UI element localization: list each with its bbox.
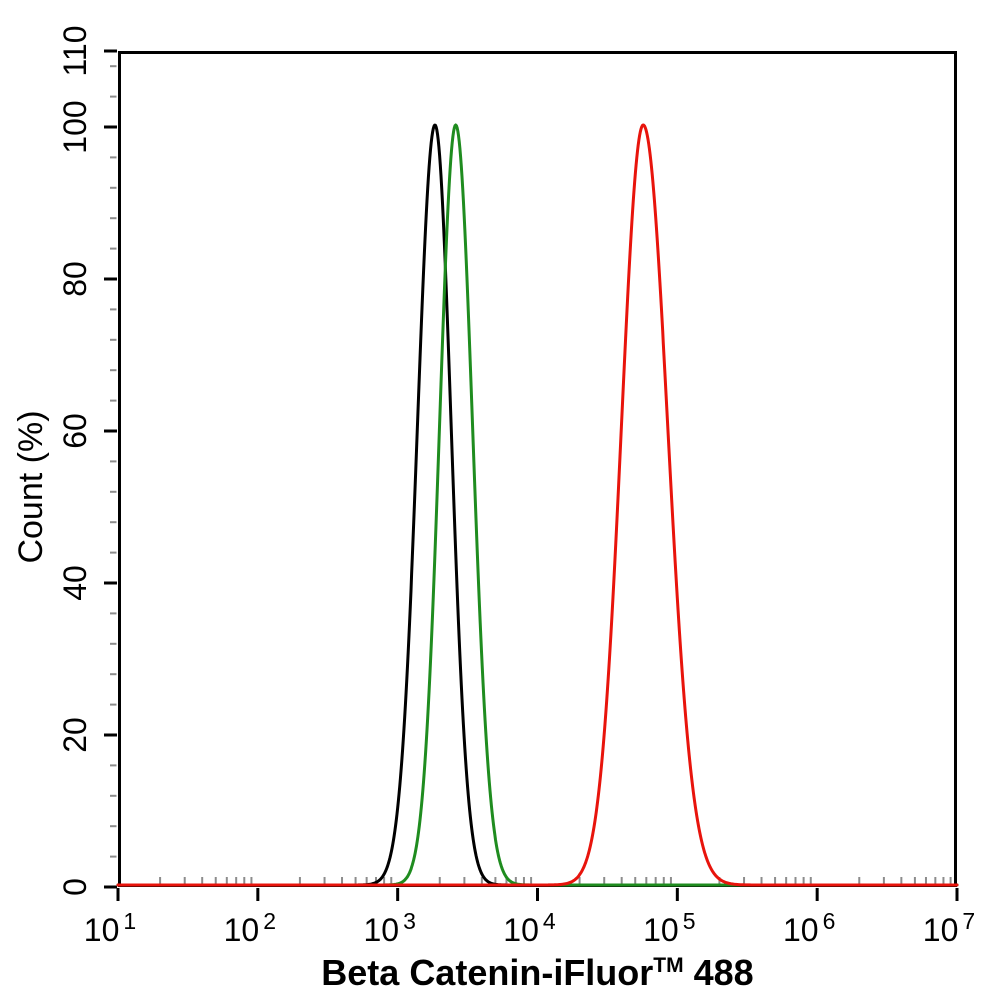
y-tick-label: 20 <box>57 717 93 753</box>
y-axis-tick-labels: 0 20 40 60 80 100 110 <box>57 25 93 895</box>
x-tick-label: 10 6 <box>783 908 835 948</box>
y-tick-label: 80 <box>57 261 93 297</box>
y-axis-major-ticks <box>104 49 117 889</box>
curve-green <box>116 123 959 887</box>
x-tick-label: 10 7 <box>923 908 975 948</box>
x-tick-label: 10 1 <box>84 908 136 948</box>
curve-red <box>116 123 959 887</box>
plot-frame-rect <box>118 51 957 887</box>
x-tick-label: 10 5 <box>643 908 695 948</box>
y-tick-label: 60 <box>57 413 93 449</box>
x-axis-tick-labels: 10 1 10 2 10 3 10 4 10 5 10 6 10 7 <box>84 908 975 948</box>
y-axis-title: Count (%) <box>12 410 50 563</box>
plot-frame <box>118 51 957 887</box>
y-tick-label: 0 <box>57 878 93 896</box>
x-tick-label: 10 2 <box>224 908 276 948</box>
x-axis-title: Beta Catenin-iFluorTM 488 <box>321 952 753 993</box>
x-tick-label: 10 3 <box>363 908 415 948</box>
y-axis-title-text: Count (%) <box>12 410 50 563</box>
histogram-curves <box>116 123 959 887</box>
y-tick-label: 40 <box>57 565 93 601</box>
curve-black <box>116 123 959 887</box>
y-axis-minor-ticks <box>110 65 117 858</box>
x-tick-label: 10 4 <box>503 908 556 948</box>
y-tick-label: 100 <box>57 100 93 153</box>
y-tick-label: 110 <box>57 25 93 76</box>
x-axis-title-text: Beta Catenin-iFluorTM 488 <box>321 952 753 993</box>
x-axis-major-ticks <box>116 888 959 901</box>
